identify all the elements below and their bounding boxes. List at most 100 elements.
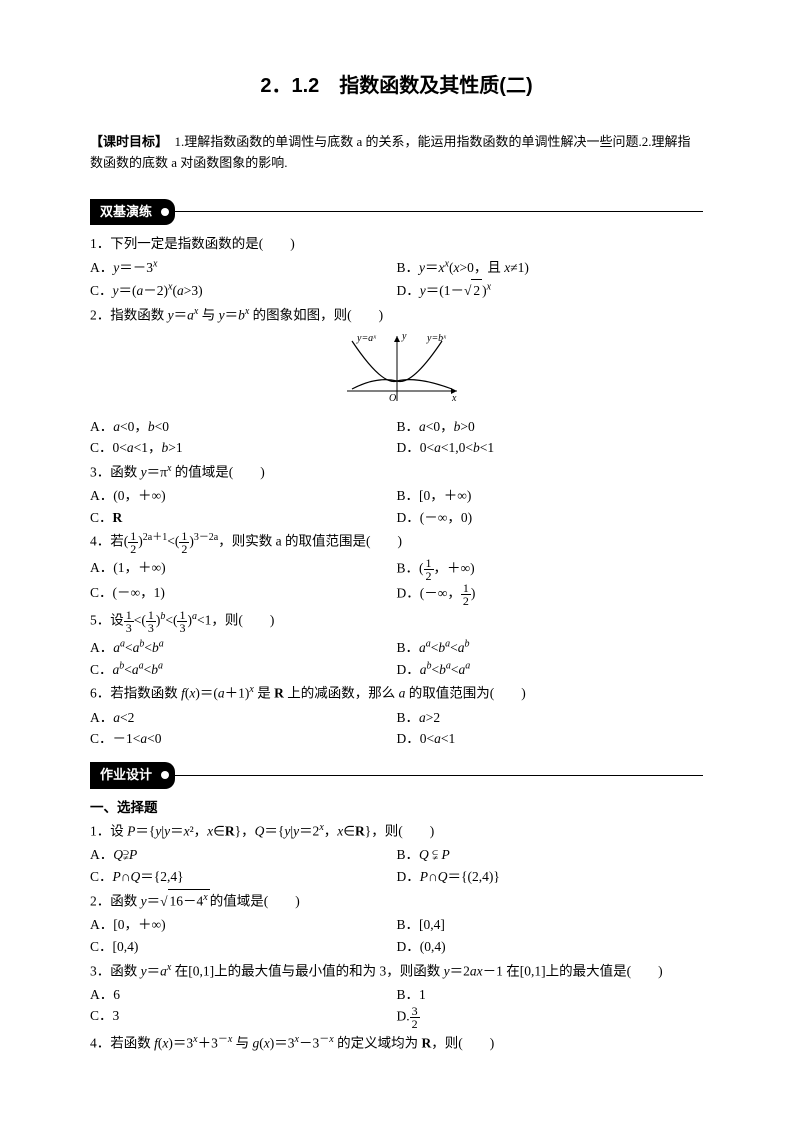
s1-q3-B: B．[0，＋∞): [397, 485, 704, 507]
t: <1，则( ): [197, 613, 274, 628]
t: D.: [397, 1009, 410, 1024]
s1-q2-B: B．a<0，b>0: [397, 419, 475, 434]
s1-q3-A: A．(0，＋∞): [90, 485, 397, 507]
s1-q2-C: C．0<a<1，b>1: [90, 440, 183, 455]
s2-q1-B: B．Q ⫋ P: [397, 847, 450, 862]
s2-q3-A: A．6: [90, 984, 397, 1006]
s1-q1-A: A．y＝－3x: [90, 260, 157, 275]
s1-q4-opts-row2: C．(－∞，1) D．(－∞，12): [90, 582, 703, 607]
f: 2: [461, 595, 471, 607]
s1-q5-stem: 5．设13<(13)b<(13)a<1，则( ): [90, 609, 703, 634]
s2-q1-D: D．P∩Q＝{(2,4)}: [397, 869, 500, 884]
graph-y-label: y: [401, 331, 407, 342]
t: ，＋∞): [434, 561, 475, 576]
s1-q1-C: C．y＝(a－2)x(a>3): [90, 283, 203, 298]
s1-q1-opts-row2: C．y＝(a－2)x(a>3) D．y＝(1－2)x: [90, 279, 703, 302]
s1-q4-D: D．(－∞，12): [397, 582, 704, 607]
graph-left-label: y=aˣ: [356, 333, 377, 344]
e: 3－2a: [194, 532, 218, 543]
s2-q1-opts-row1: A．Q⫌P B．Q ⫋ P: [90, 844, 703, 866]
s2-q1-A: A．Q⫌P: [90, 847, 137, 862]
s2-q2-D: D．(0,4): [397, 936, 704, 958]
s1-q5-opts-row1: A．aa<ab<ba B．aa<ba<ab: [90, 636, 703, 658]
s1-q6-C: C．－1<a<0: [90, 731, 162, 746]
s2-q2-A: A．[0，＋∞): [90, 914, 397, 936]
s1-q5-D: D．ab<ba<aa: [397, 662, 471, 677]
s2-q3-opts-row1: A．6 B．1: [90, 984, 703, 1006]
s1-q3-C: C．R: [90, 510, 122, 525]
f: 2: [410, 1018, 420, 1030]
section-tab-2: 作业设计: [90, 762, 175, 789]
t: 5．设: [90, 613, 124, 628]
s1-q5-opts-row2: C．ab<aa<ba D．ab<ba<aa: [90, 658, 703, 680]
graph-origin: O: [389, 393, 396, 404]
section-line-1: [175, 211, 703, 212]
graph-x-label: x: [451, 393, 457, 404]
objective-block: 【课时目标】 1.理解指数函数的单调性与底数 a 的关系，能运用指数函数的单调性…: [90, 132, 703, 174]
t: D．(－∞，: [397, 586, 461, 601]
s1-q4-C: C．(－∞，1): [90, 582, 397, 607]
s1-q5-A: A．aa<ab<ba: [90, 640, 164, 655]
s2-q2-B: B．[0,4]: [397, 914, 704, 936]
s2-q2-stem: 2．函数 y＝16－4x的值域是( ): [90, 889, 703, 912]
s1-q6-A: A．a<2: [90, 710, 134, 725]
f: 3: [124, 622, 134, 634]
section-header-2: 作业设计: [90, 762, 703, 789]
section2-sub: 一、选择题: [90, 797, 703, 819]
section-tab-2-text: 作业设计: [100, 767, 152, 782]
s1-q6-opts-row2: C．－1<a<0 D．0<a<1: [90, 728, 703, 750]
s2-q2-C: C．[0,4): [90, 936, 397, 958]
s1-q1-D: D．y＝(1－2)x: [397, 283, 492, 298]
s2-q3-D: D.32: [397, 1005, 704, 1030]
s1-q2-A: A．a<0，b<0: [90, 419, 169, 434]
f: 2: [128, 543, 138, 555]
s1-q4-pre: 4．若(: [90, 534, 128, 549]
t: <(: [165, 613, 177, 628]
s1-q2-D: D．0<a<1,0<b<1: [397, 440, 495, 455]
f: 3: [177, 622, 187, 634]
s2-q1-stem: 1．设 P＝{y|y＝x²，x∈R}，Q＝{y|y＝2x，x∈R}，则( ): [90, 820, 703, 842]
s1-q4-B: B．(12，＋∞): [397, 557, 704, 582]
s1-q1-B: B．y＝xx(x>0，且 x≠1): [397, 260, 529, 275]
s2-q3-B: B．1: [397, 984, 704, 1006]
f: 3: [146, 622, 156, 634]
s1-q3-opts-row1: A．(0，＋∞) B．[0，＋∞): [90, 485, 703, 507]
s2-q1-opts-row2: C．P∩Q＝{2,4} D．P∩Q＝{(2,4)}: [90, 866, 703, 888]
s2-q2-opts-row2: C．[0,4) D．(0,4): [90, 936, 703, 958]
q2-graph-icon: y=aˣ y=bˣ y x O: [327, 331, 467, 411]
f: 2: [424, 570, 434, 582]
s1-q2-stem: 2．指数函数 y＝ax 与 y＝bx 的图象如图，则( ): [90, 304, 703, 326]
s1-q3-stem: 3．函数 y＝πx 的值域是( ): [90, 461, 703, 483]
s1-q4-opts-row1: A．(1，＋∞) B．(12，＋∞): [90, 557, 703, 582]
s1-q4-A: A．(1，＋∞): [90, 557, 397, 582]
s1-q1-stem: 1．下列一定是指数函数的是( ): [90, 233, 703, 255]
s1-q6-B: B．a>2: [397, 710, 441, 725]
s2-q3-C: C．3: [90, 1005, 397, 1030]
page-title: 2．1.2 指数函数及其性质(二): [90, 70, 703, 102]
t: ): [471, 586, 476, 601]
s2-q3-stem: 3．函数 y＝ax 在[0,1]上的最大值与最小值的和为 3，则函数 y＝2ax…: [90, 960, 703, 982]
s1-q5-C: C．ab<aa<ba: [90, 662, 163, 677]
graph-right-label: y=bˣ: [426, 333, 447, 344]
section-tab-1: 双基演练: [90, 199, 175, 226]
s1-q6-stem: 6．若指数函数 f(x)＝(a＋1)x 是 R 上的减函数，那么 a 的取值范围…: [90, 682, 703, 704]
section-tab-1-text: 双基演练: [100, 204, 152, 219]
s2-q3-opts-row2: C．3 D.32: [90, 1005, 703, 1030]
s1-q3-D: D．(－∞，0): [397, 507, 704, 529]
s1-q2-opts-row2: C．0<a<1，b>1 D．0<a<1,0<b<1: [90, 437, 703, 459]
s1-q3-opts-row2: C．R D．(－∞，0): [90, 507, 703, 529]
objective-label: 【课时目标】: [90, 134, 162, 149]
s1-q6-D: D．0<a<1: [397, 731, 456, 746]
s1-q6-opts-row1: A．a<2 B．a>2: [90, 707, 703, 729]
s1-q4-post: ，则实数 a 的取值范围是( ): [218, 534, 402, 549]
s2-q4-stem: 4．若函数 f(x)＝3x＋3－x 与 g(x)＝3x－3－x 的定义域均为 R…: [90, 1032, 703, 1054]
f: 2: [179, 543, 189, 555]
t: <(: [134, 613, 146, 628]
e: 2a＋1: [143, 532, 167, 543]
s2-q2-opts-row1: A．[0，＋∞) B．[0,4]: [90, 914, 703, 936]
t: B．(: [397, 561, 424, 576]
s1-q2-opts-row1: A．a<0，b<0 B．a<0，b>0: [90, 416, 703, 438]
s2-q1-C: C．P∩Q＝{2,4}: [90, 869, 184, 884]
section-header-1: 双基演练: [90, 199, 703, 226]
objective-text: 1.理解指数函数的单调性与底数 a 的关系，能运用指数函数的单调性解决一些问题.…: [90, 134, 691, 170]
